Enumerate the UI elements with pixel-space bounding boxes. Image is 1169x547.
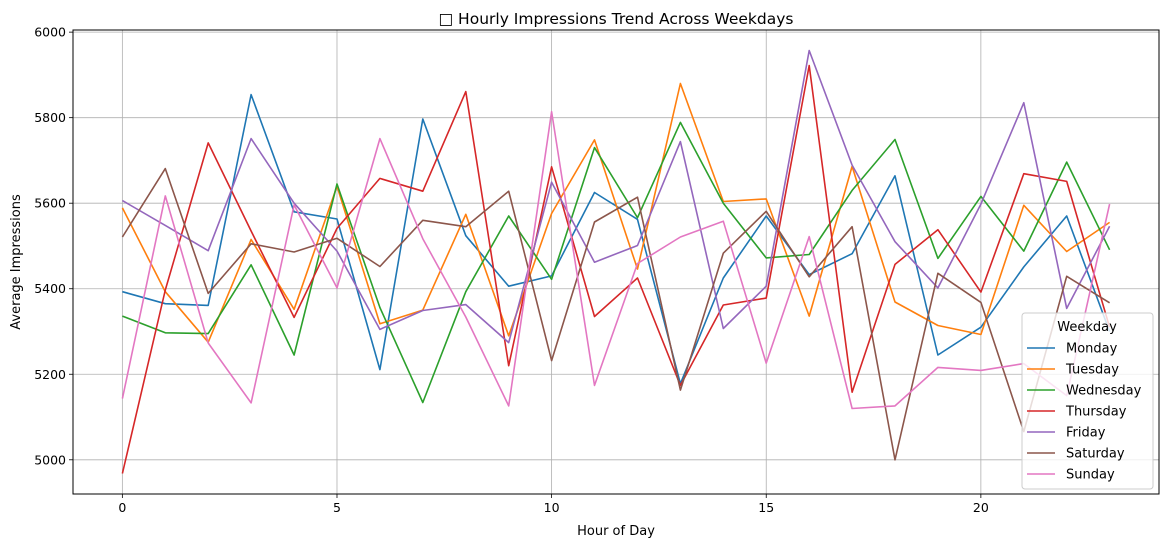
legend-label-tuesday: Tuesday — [1065, 363, 1119, 378]
y-tick-label: 5400 — [34, 281, 66, 296]
legend-label-friday: Friday — [1066, 426, 1106, 441]
legend-title: Weekday — [1057, 320, 1117, 335]
series-line-wednesday — [122, 121, 1111, 404]
legend-box — [1021, 312, 1154, 490]
series-line-sunday — [121, 110, 1111, 410]
y-tick-label: 5800 — [34, 110, 66, 125]
x-tick-label: 20 — [973, 500, 989, 515]
x-axis-ticks: 0 5 10 15 20 — [118, 494, 989, 515]
series-lines — [121, 49, 1111, 474]
x-tick-label: 15 — [758, 500, 774, 515]
y-tick-label: 5200 — [34, 367, 66, 382]
legend-label-wednesday: Wednesday — [1066, 384, 1142, 399]
legend: Weekday Monday Tuesday Wednesday Thursday Fr… — [1021, 312, 1154, 490]
x-tick-label: 10 — [544, 500, 560, 515]
y-axis-label: Average Impressions — [9, 194, 24, 330]
legend-label-sunday: Sunday — [1066, 468, 1115, 483]
y-tick-label: 5000 — [34, 452, 66, 467]
series-line-tuesday — [121, 82, 1111, 344]
legend-label-thursday: Thursday — [1065, 405, 1127, 420]
plot-area-frame — [72, 29, 1160, 495]
x-tick-label: 5 — [333, 500, 341, 515]
x-axis-label: Hour of Day — [577, 524, 655, 539]
legend-label-saturday: Saturday — [1066, 447, 1125, 462]
y-axis-ticks: 5000 5200 5400 5600 5800 6000 — [34, 25, 73, 467]
series-line-thursday — [121, 64, 1111, 474]
y-tick-label: 5600 — [34, 196, 66, 211]
legend-label-monday: Monday — [1066, 342, 1118, 357]
series-line-friday — [121, 49, 1111, 344]
chart-title: □ Hourly Impressions Trend Across Weekda… — [438, 10, 793, 28]
series-line-monday — [122, 93, 1111, 385]
series-line-saturday — [121, 167, 1111, 461]
x-tick-label: 0 — [118, 500, 126, 515]
y-tick-label: 6000 — [34, 25, 66, 40]
